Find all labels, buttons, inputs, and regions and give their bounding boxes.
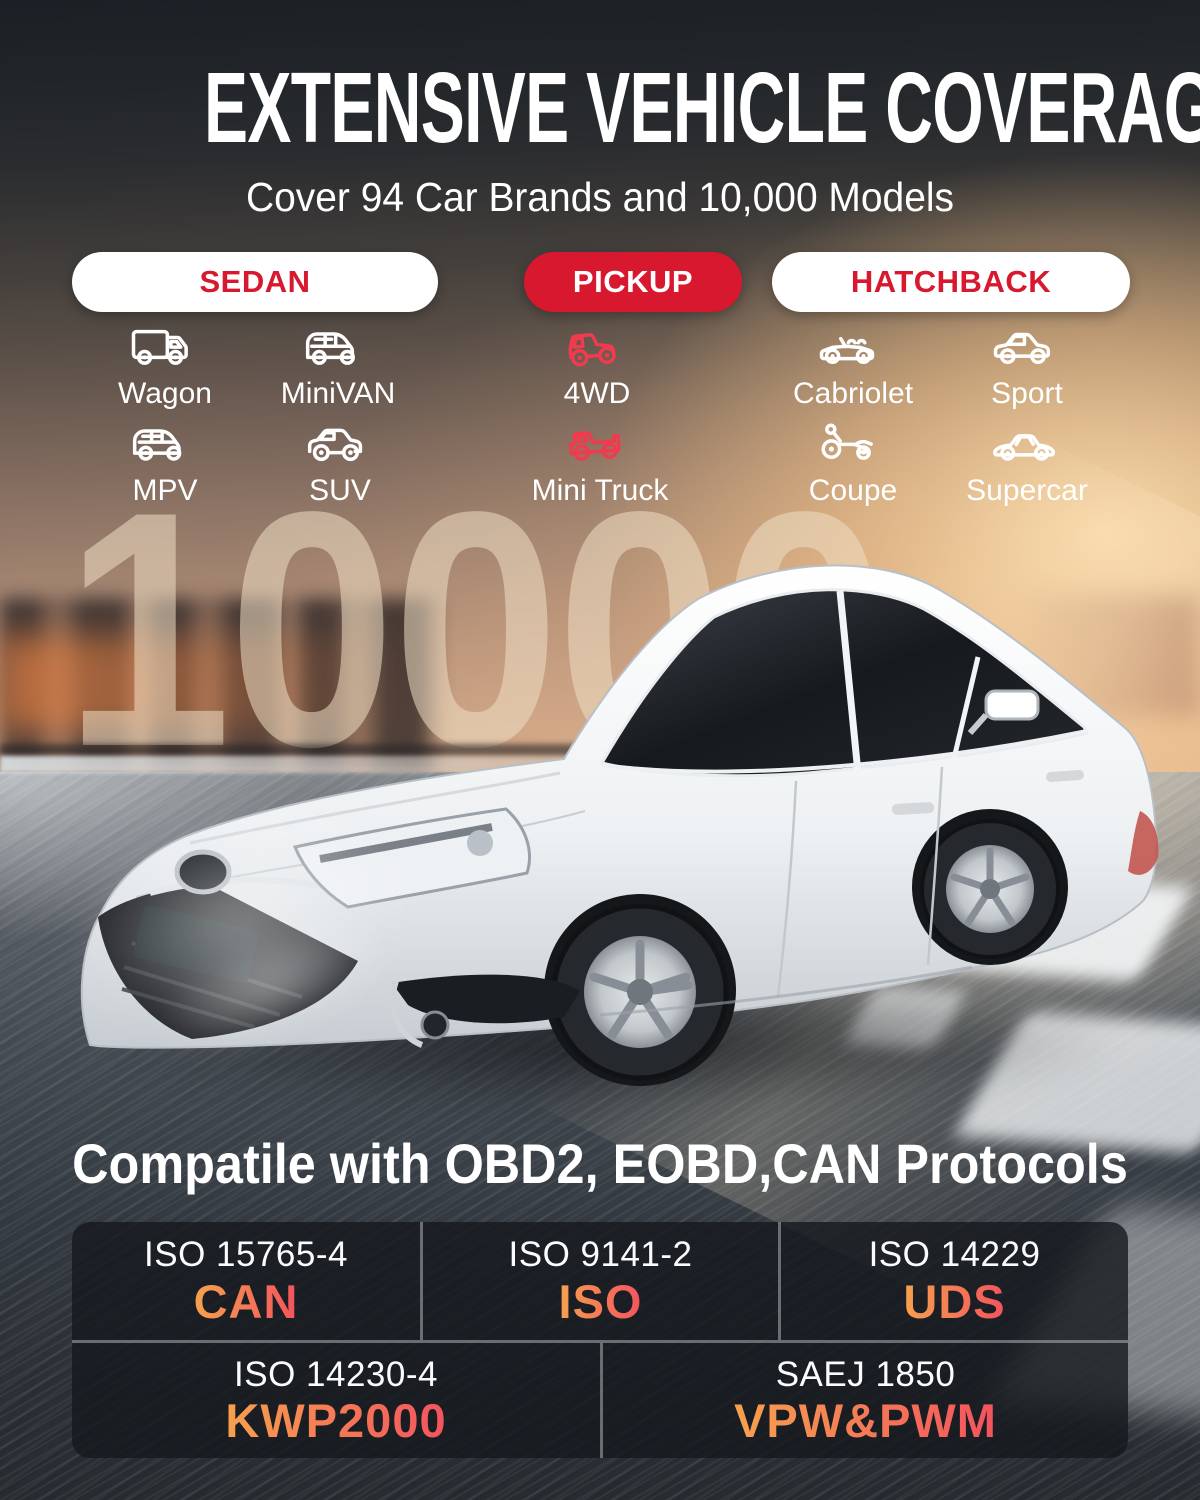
vehicle-type-supercar: Supercar (927, 417, 1127, 507)
mpv-icon (132, 429, 182, 461)
vehicle-type-label: Coupe (808, 474, 898, 507)
category-pill-pickup[interactable]: PICKUP (524, 252, 742, 312)
vehicle-type-label: Cabriolet (792, 377, 914, 410)
protocol-name: UDS (903, 1274, 1006, 1328)
page-subtitle: Cover 94 Car Brands and 10,000 Models (245, 174, 955, 220)
vehicle-type-4wd: 4WD (497, 320, 697, 410)
pill-label: PICKUP (572, 264, 694, 299)
coupe-icon (821, 423, 873, 460)
sunset-glow-left (0, 636, 480, 732)
vehicle-type-wagon: Wagon (65, 320, 265, 410)
protocol-name: CAN (193, 1274, 299, 1328)
protocol-cell-vpw-pwm: SAEJ 1850 VPW&PWM (600, 1343, 1128, 1458)
minivan-icon (305, 332, 355, 365)
rear-lamp (1128, 811, 1159, 875)
protocol-standard: ISO 15765-4 (144, 1235, 348, 1275)
vehicle-type-label: MiniVAN (280, 377, 396, 410)
vehicle-type-mini-truck: Mini Truck (500, 417, 700, 507)
protocol-standard: ISO 14229 (868, 1235, 1041, 1275)
protocol-standard: ISO 9141-2 (508, 1235, 693, 1275)
vehicle-type-minivan: MiniVAN (238, 320, 438, 410)
vehicle-type-mpv: MPV (65, 417, 265, 507)
protocol-standard: SAEJ 1850 (775, 1354, 956, 1394)
vehicle-type-coupe: Coupe (753, 417, 953, 507)
cabriolet-icon (819, 336, 875, 364)
protocol-cell-uds: ISO 14229 UDS (778, 1222, 1128, 1340)
side-mirror (984, 689, 1040, 721)
vehicle-type-label: Mini Truck (531, 474, 669, 507)
category-pill-hatchback[interactable]: HATCHBACK (772, 252, 1130, 312)
4wd-icon (568, 333, 616, 367)
vehicle-type-label: Wagon (118, 377, 212, 410)
mini-truck-icon (568, 431, 621, 461)
protocol-name: KWP2000 (225, 1394, 447, 1448)
protocol-cell-kwp2000: ISO 14230-4 KWP2000 (72, 1343, 600, 1458)
pill-label: HATCHBACK (850, 264, 1052, 299)
vehicle-type-label: Supercar (966, 474, 1088, 507)
protocol-standard: ISO 14230-4 (234, 1354, 438, 1394)
vehicle-type-label: Sport (991, 377, 1063, 410)
vehicle-type-cabriolet: Cabriolet (753, 320, 953, 410)
protocol-name: ISO (558, 1274, 643, 1328)
supercar-icon (993, 434, 1055, 461)
protocols-table: ISO 15765-4 CAN ISO 9141-2 ISO ISO 14229… (72, 1222, 1128, 1458)
vehicle-type-label: SUV (309, 474, 371, 507)
wagon-icon (131, 329, 188, 365)
horizon-line (0, 744, 680, 756)
category-pill-sedan[interactable]: SEDAN (72, 252, 438, 312)
page-title: EXTENSIVE VEHICLE COVERAGE (203, 52, 1200, 164)
pill-label: SEDAN (199, 264, 311, 299)
protocol-cell-iso: ISO 9141-2 ISO (420, 1222, 778, 1340)
protocol-row-1: ISO 15765-4 CAN ISO 9141-2 ISO ISO 14229… (72, 1222, 1128, 1340)
protocol-name: VPW&PWM (734, 1394, 997, 1448)
vehicle-type-suv: SUV (240, 417, 440, 507)
protocols-heading: Compatile with OBD2, EOBD,CAN Protocols (72, 1132, 1128, 1195)
protocol-cell-can: ISO 15765-4 CAN (72, 1222, 420, 1340)
vehicle-type-sport: Sport (927, 320, 1127, 410)
suv-icon (307, 428, 363, 462)
sport-icon (993, 332, 1051, 365)
protocol-row-2: ISO 14230-4 KWP2000 SAEJ 1850 VPW&PWM (72, 1340, 1128, 1458)
vehicle-type-label: MPV (132, 474, 198, 507)
car-windows (599, 588, 1090, 778)
vehicle-type-label: 4WD (563, 377, 631, 410)
